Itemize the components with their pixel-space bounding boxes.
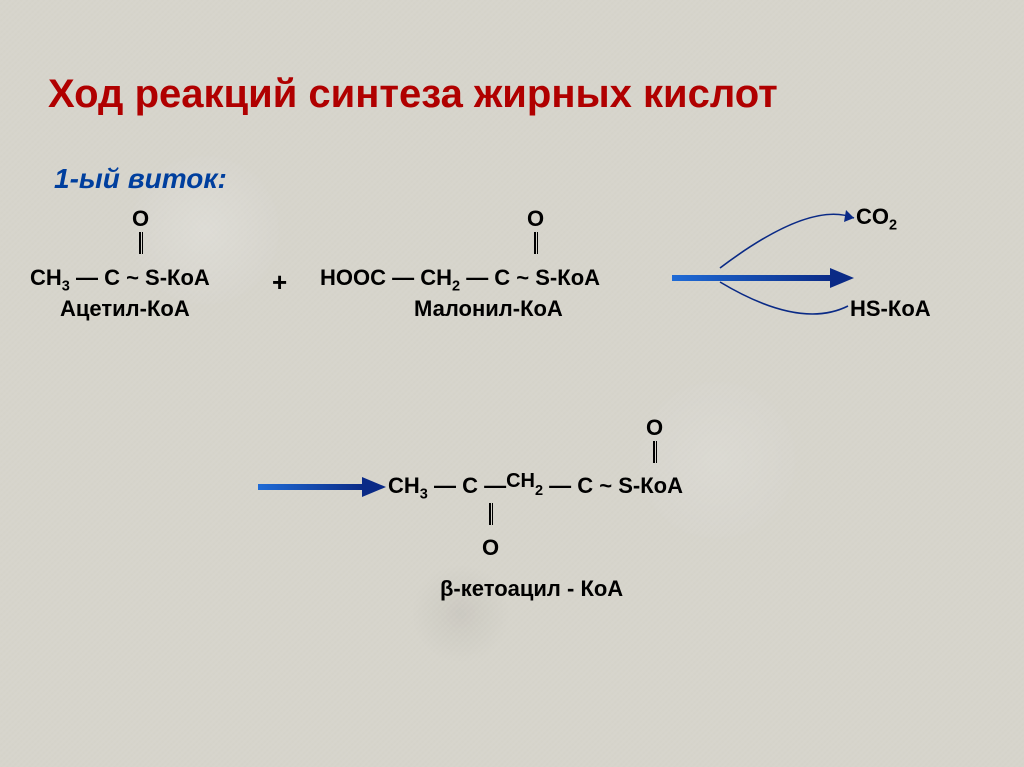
prod-ch2: CH (506, 470, 535, 492)
product-name: β-кетоацил - КоА (440, 576, 623, 602)
slide-content: Ход реакций синтеза жирных кислот 1-ый в… (0, 0, 1024, 767)
product-dbl-left (489, 503, 493, 525)
prod-sub2: 2 (535, 483, 543, 499)
curve-to-co2 (0, 0, 1024, 767)
co2-co: CO (856, 204, 889, 229)
hskoa-label: HS-КоА (850, 296, 931, 322)
co2-label: CO2 (856, 204, 897, 230)
prod-sub3: 3 (420, 486, 428, 502)
product-o-right: O (646, 415, 663, 441)
co2-sub: 2 (889, 217, 897, 233)
product-dbl-right (653, 441, 657, 463)
prod-rest: — C ~ S-КоА (543, 473, 683, 498)
reaction-arrow-2 (258, 475, 386, 499)
prod-mid1: — C — (428, 473, 506, 498)
product-o-left: O (482, 535, 499, 561)
prod-ch3-ch: CH (388, 473, 420, 498)
product-formula: CH3 — C —CH2 — C ~ S-КоА (388, 473, 683, 499)
